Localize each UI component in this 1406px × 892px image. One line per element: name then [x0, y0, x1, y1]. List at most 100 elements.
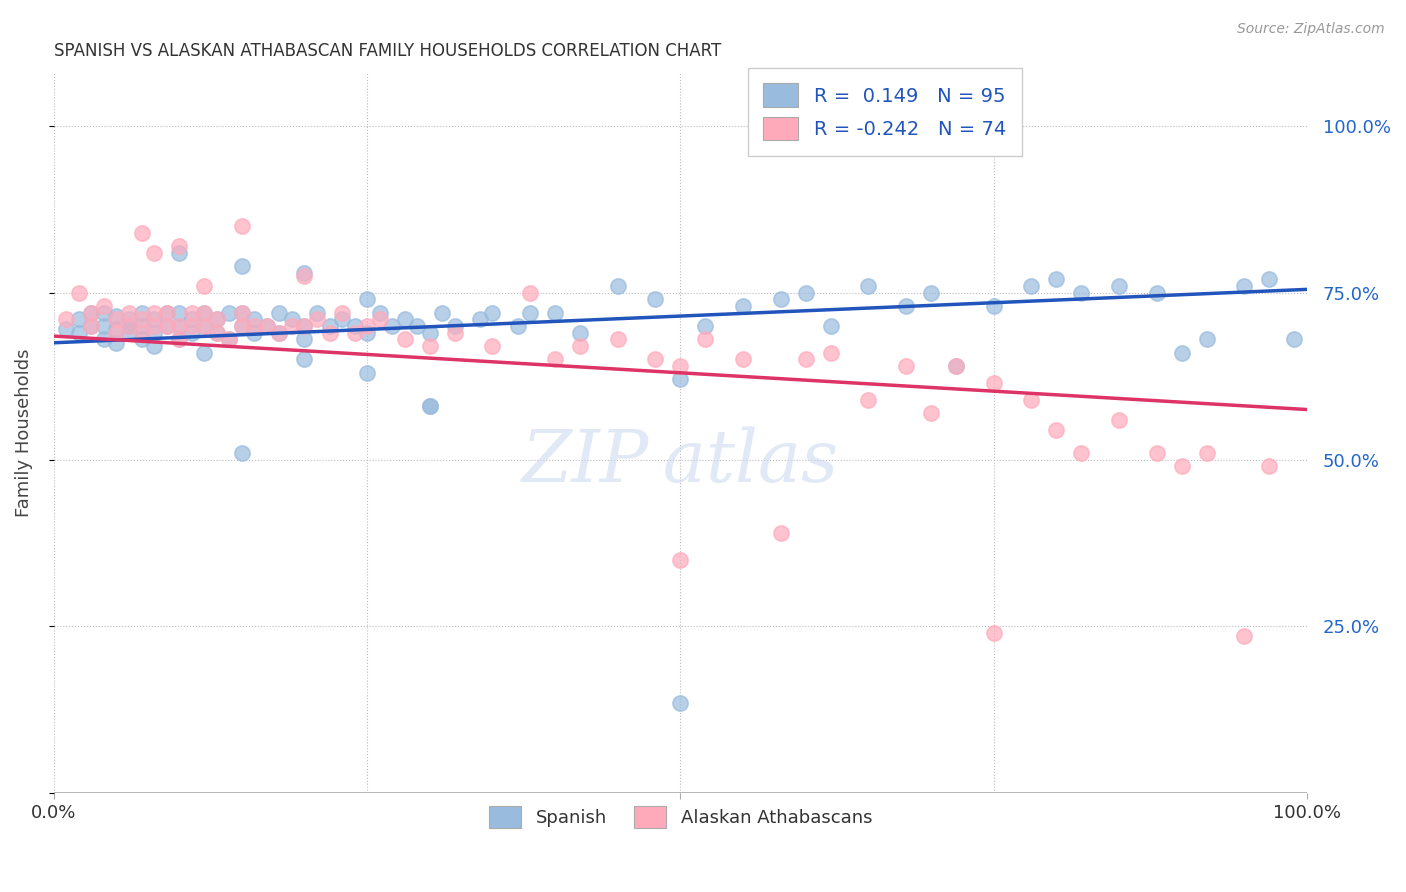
- Point: [118, 326, 141, 340]
- Point: [294, 333, 316, 347]
- Point: [769, 526, 792, 541]
- Point: [1195, 446, 1218, 460]
- Point: [669, 372, 692, 386]
- Point: [419, 339, 441, 353]
- Point: [1170, 345, 1192, 359]
- Point: [294, 319, 316, 334]
- Point: [1108, 412, 1130, 426]
- Point: [820, 345, 842, 359]
- Point: [858, 392, 880, 407]
- Point: [368, 306, 391, 320]
- Point: [156, 306, 179, 320]
- Point: [231, 306, 253, 320]
- Point: [118, 319, 141, 334]
- Point: [218, 333, 240, 347]
- Point: [294, 352, 316, 367]
- Point: [80, 306, 103, 320]
- Point: [294, 268, 316, 283]
- Point: [481, 306, 503, 320]
- Point: [180, 312, 202, 326]
- Point: [281, 319, 304, 334]
- Point: [669, 552, 692, 566]
- Point: [769, 293, 792, 307]
- Point: [131, 326, 153, 340]
- Point: [105, 322, 128, 336]
- Y-axis label: Family Households: Family Households: [15, 349, 32, 517]
- Point: [1070, 285, 1092, 300]
- Point: [167, 319, 190, 334]
- Point: [80, 306, 103, 320]
- Point: [67, 285, 90, 300]
- Point: [506, 319, 529, 334]
- Point: [945, 359, 967, 373]
- Point: [105, 312, 128, 326]
- Point: [167, 333, 190, 347]
- Point: [143, 306, 166, 320]
- Point: [243, 312, 266, 326]
- Point: [368, 312, 391, 326]
- Point: [143, 312, 166, 326]
- Point: [205, 312, 228, 326]
- Point: [218, 306, 240, 320]
- Point: [193, 306, 215, 320]
- Point: [644, 352, 666, 367]
- Point: [481, 339, 503, 353]
- Point: [143, 319, 166, 334]
- Point: [468, 312, 491, 326]
- Point: [356, 326, 378, 340]
- Point: [193, 319, 215, 334]
- Point: [644, 293, 666, 307]
- Point: [131, 226, 153, 240]
- Point: [394, 312, 416, 326]
- Point: [419, 399, 441, 413]
- Point: [606, 279, 628, 293]
- Point: [231, 306, 253, 320]
- Point: [305, 306, 328, 320]
- Point: [243, 319, 266, 334]
- Point: [256, 319, 278, 334]
- Point: [1045, 423, 1067, 437]
- Point: [519, 285, 541, 300]
- Point: [167, 319, 190, 334]
- Point: [305, 312, 328, 326]
- Point: [733, 299, 755, 313]
- Point: [231, 259, 253, 273]
- Point: [569, 326, 592, 340]
- Point: [419, 326, 441, 340]
- Point: [356, 319, 378, 334]
- Point: [858, 279, 880, 293]
- Point: [294, 319, 316, 334]
- Point: [93, 306, 115, 320]
- Point: [381, 319, 404, 334]
- Point: [167, 333, 190, 347]
- Point: [894, 359, 917, 373]
- Point: [193, 306, 215, 320]
- Point: [544, 306, 567, 320]
- Point: [1021, 279, 1043, 293]
- Point: [519, 306, 541, 320]
- Point: [1233, 630, 1256, 644]
- Text: ZIP atlas: ZIP atlas: [522, 426, 839, 497]
- Point: [318, 326, 340, 340]
- Point: [695, 333, 717, 347]
- Point: [356, 293, 378, 307]
- Point: [294, 266, 316, 280]
- Point: [80, 319, 103, 334]
- Point: [205, 326, 228, 340]
- Point: [105, 335, 128, 350]
- Point: [269, 306, 291, 320]
- Point: [281, 312, 304, 326]
- Point: [606, 333, 628, 347]
- Legend: Spanish, Alaskan Athabascans: Spanish, Alaskan Athabascans: [481, 798, 880, 835]
- Point: [983, 376, 1005, 390]
- Point: [1195, 333, 1218, 347]
- Point: [820, 319, 842, 334]
- Point: [1258, 272, 1281, 286]
- Point: [193, 319, 215, 334]
- Point: [269, 326, 291, 340]
- Point: [80, 319, 103, 334]
- Point: [419, 399, 441, 413]
- Point: [193, 345, 215, 359]
- Point: [131, 312, 153, 326]
- Point: [1170, 459, 1192, 474]
